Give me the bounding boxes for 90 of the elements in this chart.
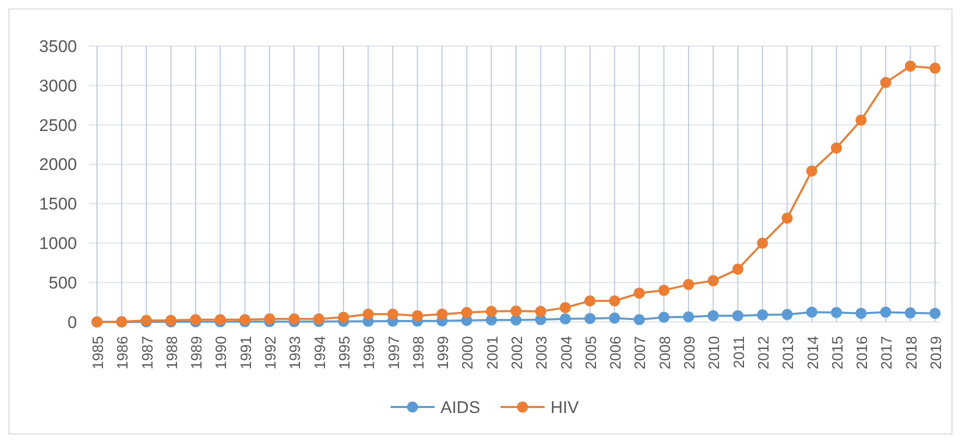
x-tick-label: 1985 — [90, 336, 107, 370]
point — [683, 311, 694, 322]
x-tick-label: 2017 — [878, 336, 896, 370]
point — [461, 307, 472, 318]
point — [880, 77, 892, 88]
point — [609, 295, 620, 306]
x-tick-label: 2013 — [780, 336, 798, 370]
point — [535, 306, 546, 317]
x-tick-label: 2010 — [706, 336, 724, 370]
x-tick-label: 2007 — [632, 336, 650, 370]
point — [756, 309, 768, 320]
x-tick-label: 1991 — [238, 336, 255, 370]
x-tick-label: 2019 — [928, 336, 945, 370]
y-tick-label: 0 — [68, 312, 77, 332]
x-tick-label: 1986 — [114, 336, 132, 370]
point — [412, 310, 423, 322]
x-tick-label: 1998 — [410, 336, 428, 370]
point — [634, 314, 645, 326]
point — [634, 288, 645, 299]
x-tick-label: 2008 — [656, 336, 674, 370]
point — [708, 310, 719, 322]
x-tick-label: 2014 — [804, 336, 822, 370]
point — [560, 302, 571, 314]
x-tick-label: 2005 — [582, 336, 600, 370]
point — [930, 308, 940, 319]
point — [486, 306, 497, 317]
x-tick-label: 2009 — [682, 336, 699, 370]
x-tick-label: 1988 — [164, 336, 181, 370]
x-tick-label: 2003 — [534, 336, 551, 370]
point — [510, 314, 522, 326]
legend-label: AIDS — [440, 398, 480, 417]
x-tick-label: 1997 — [386, 336, 403, 370]
point — [732, 310, 744, 322]
x-tick-label: 1992 — [262, 336, 280, 370]
legend-label: HIV — [550, 398, 580, 417]
point — [880, 306, 892, 318]
point — [806, 165, 818, 176]
x-tick-label: 2016 — [854, 336, 872, 370]
x-tick-label: 2006 — [608, 336, 625, 370]
y-tick-label: 3500 — [39, 36, 77, 56]
point — [806, 306, 818, 318]
x-tick-label: 2000 — [460, 336, 477, 370]
y-tick-label: 3000 — [39, 76, 77, 96]
point — [856, 114, 867, 126]
point — [584, 295, 596, 306]
y-tick-label: 500 — [48, 274, 77, 293]
x-tick-label: 1990 — [213, 336, 230, 370]
point — [313, 313, 324, 324]
x-tick-label: 1994 — [312, 336, 329, 370]
x-tick-label: 2015 — [829, 336, 846, 370]
point — [584, 312, 596, 324]
point — [930, 62, 940, 74]
x-tick-label: 2011 — [730, 336, 748, 368]
point — [658, 284, 670, 296]
point — [264, 313, 276, 324]
point — [782, 309, 793, 320]
point — [510, 305, 522, 316]
x-tick-label: 1999 — [435, 336, 452, 370]
point — [904, 307, 916, 318]
point — [658, 312, 670, 323]
point — [782, 212, 793, 224]
x-tick-label: 2002 — [509, 336, 526, 370]
point — [683, 278, 694, 290]
point — [609, 312, 620, 324]
y-tick-label: 1000 — [39, 234, 77, 254]
x-tick-label: 2018 — [903, 336, 920, 370]
point — [830, 142, 842, 154]
y-tick-label: 2500 — [39, 116, 77, 135]
x-tick-label: 1989 — [188, 336, 206, 370]
x-tick-label: 2001 — [484, 336, 502, 370]
point — [560, 313, 571, 324]
point — [362, 308, 374, 320]
point — [338, 312, 349, 323]
x-tick-label: 1993 — [287, 336, 304, 370]
point — [436, 308, 448, 320]
point — [732, 264, 744, 275]
point — [288, 313, 300, 324]
point — [856, 308, 867, 319]
y-tick-label: 2000 — [39, 155, 77, 174]
x-tick-label: 1987 — [139, 336, 156, 370]
point — [708, 275, 719, 286]
x-tick-label: 1995 — [336, 336, 354, 370]
x-tick-label: 2004 — [558, 336, 576, 370]
point — [830, 307, 842, 318]
y-tick-label: 1500 — [39, 194, 77, 214]
point — [756, 238, 768, 249]
point — [904, 60, 916, 72]
point — [387, 308, 398, 320]
x-tick-label: 1996 — [361, 336, 378, 370]
x-tick-label: 2012 — [755, 336, 772, 370]
